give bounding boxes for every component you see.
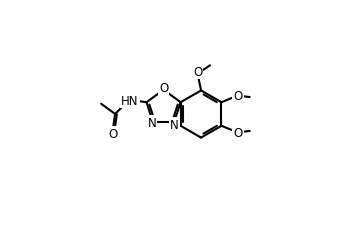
Text: HN: HN — [121, 95, 138, 107]
Text: N: N — [170, 119, 179, 132]
Text: O: O — [234, 126, 243, 139]
Text: O: O — [159, 81, 168, 94]
Text: N: N — [147, 116, 156, 129]
Text: O: O — [234, 90, 243, 103]
Text: O: O — [108, 128, 117, 141]
Text: O: O — [193, 66, 202, 79]
